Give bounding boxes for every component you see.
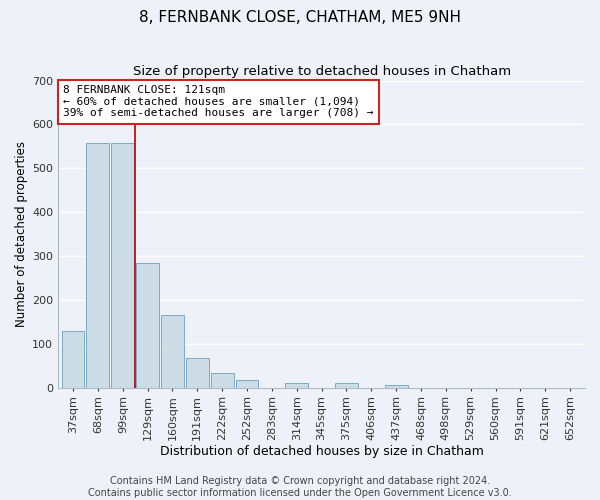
Bar [335,383,358,388]
Text: 8 FERNBANK CLOSE: 121sqm
← 60% of detached houses are smaller (1,094)
39% of sem: 8 FERNBANK CLOSE: 121sqm ← 60% of detach… [64,85,374,118]
Bar [236,380,259,388]
Bar [161,315,184,388]
X-axis label: Distribution of detached houses by size in Chatham: Distribution of detached houses by size … [160,444,484,458]
Text: Contains HM Land Registry data © Crown copyright and database right 2024.
Contai: Contains HM Land Registry data © Crown c… [88,476,512,498]
Text: 8, FERNBANK CLOSE, CHATHAM, ME5 9NH: 8, FERNBANK CLOSE, CHATHAM, ME5 9NH [139,10,461,25]
Bar [62,332,85,388]
Bar [112,144,134,388]
Bar [211,373,233,388]
Bar [285,383,308,388]
Title: Size of property relative to detached houses in Chatham: Size of property relative to detached ho… [133,65,511,78]
Bar [136,262,159,388]
Y-axis label: Number of detached properties: Number of detached properties [15,141,28,327]
Bar [186,358,209,388]
Bar [86,144,109,388]
Bar [385,386,407,388]
